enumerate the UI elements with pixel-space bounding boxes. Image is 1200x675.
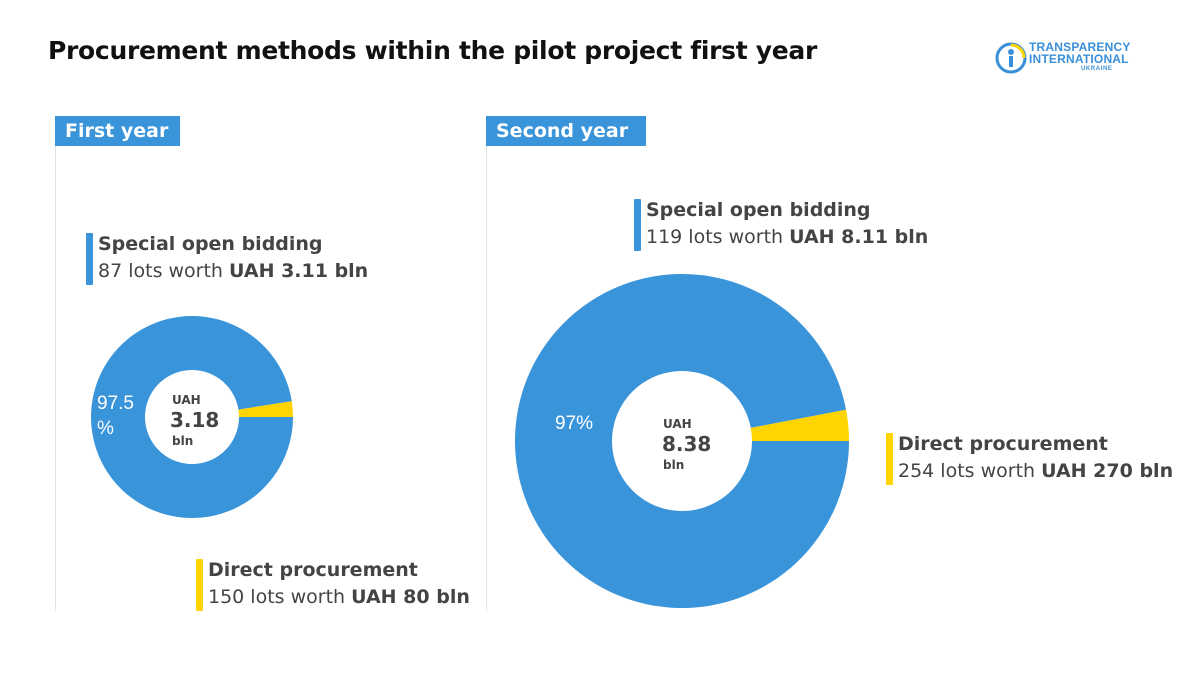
pct-label-first: 97.5 [97, 393, 134, 414]
legend-label: Special open bidding [646, 199, 871, 221]
legend-label: Direct procurement [898, 433, 1108, 455]
legend-swatch-yellow [886, 433, 893, 485]
second-year-badge: Second year [486, 116, 646, 146]
slice-special-open-bidding [515, 274, 849, 609]
slice-direct-procurement [750, 409, 849, 441]
legend-swatch-yellow [196, 559, 203, 611]
panel-divider-first [55, 116, 56, 611]
legend-detail: 119 lots worth UAH 8.11 bln [646, 226, 929, 248]
legend-second-special: Special open bidding 119 lots worth UAH … [634, 197, 928, 251]
center-label-bottom: bln [663, 458, 684, 472]
legend-detail: 87 lots worth UAH 3.11 bln [98, 260, 369, 282]
slice-special-open-bidding [90, 315, 293, 518]
center-value: 3.18 [170, 408, 219, 432]
slice-direct-procurement [238, 401, 293, 417]
transparency-international-logo: TRANSPARENCY INTERNATIONAL UKRAINE [995, 40, 1145, 76]
panel-divider-second [486, 116, 487, 611]
center-value: 8.38 [662, 432, 711, 456]
legend-second-direct: Direct procurement 254 lots worth UAH 27… [886, 431, 1173, 485]
first-year-badge: First year [55, 116, 180, 146]
center-label-top: UAH [663, 417, 692, 431]
legend-swatch-blue [634, 199, 641, 251]
legend-label: Special open bidding [98, 233, 323, 255]
legend-swatch-blue [86, 233, 93, 285]
donut-first-year [90, 315, 293, 518]
logo-subtext: UKRAINE [1081, 66, 1113, 72]
page-title: Procurement methods within the pilot pro… [48, 36, 818, 65]
legend-label: Direct procurement [208, 559, 418, 581]
logo-icon [995, 42, 1027, 74]
legend-first-direct: Direct procurement 150 lots worth UAH 80… [196, 557, 470, 611]
legend-detail: 150 lots worth UAH 80 bln [208, 586, 470, 608]
donut-second-year [515, 274, 849, 609]
center-label-bottom: bln [172, 434, 193, 448]
logo-wordmark: TRANSPARENCY INTERNATIONAL [1029, 40, 1131, 66]
center-label-top: UAH [172, 393, 201, 407]
pct-label-first-unit: % [97, 418, 114, 439]
legend-detail: 254 lots worth UAH 270 bln [898, 460, 1174, 482]
pct-label-second: 97% [555, 413, 593, 434]
legend-first-special: Special open bidding 87 lots worth UAH 3… [86, 231, 368, 285]
